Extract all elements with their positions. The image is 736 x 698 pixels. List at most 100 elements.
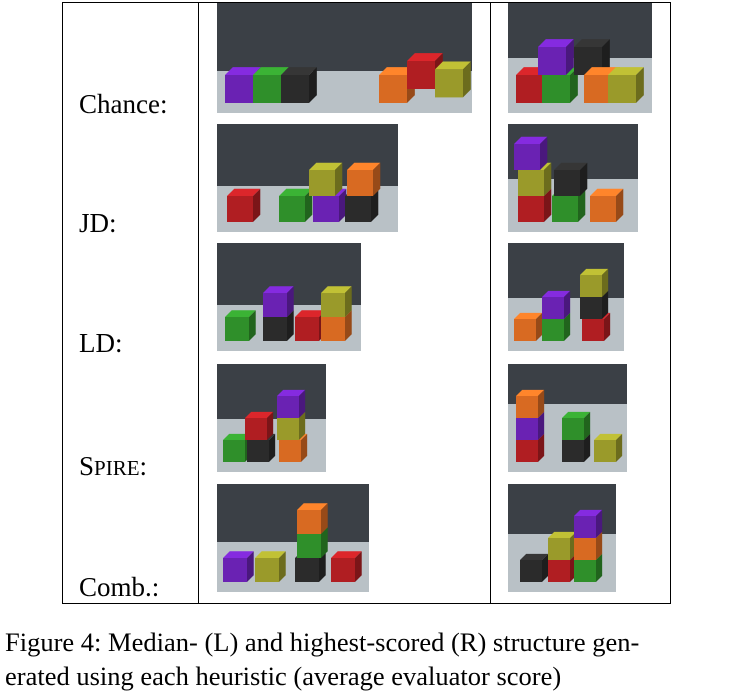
cube-side	[636, 67, 644, 103]
column-divider-right	[490, 3, 491, 603]
cube-front	[516, 440, 538, 462]
spire-median-image	[217, 364, 326, 472]
cube-top	[580, 268, 609, 275]
spire-highest-image	[508, 364, 627, 472]
cube-front	[331, 558, 355, 582]
comb-highest-svg	[508, 484, 616, 592]
cube-side	[544, 188, 552, 222]
cube-0	[520, 553, 549, 582]
cube-side	[373, 162, 381, 196]
cube-5	[331, 551, 362, 582]
cube-side	[321, 527, 328, 558]
cube-side	[279, 551, 286, 582]
cube-5	[580, 268, 609, 297]
cube-top	[538, 39, 574, 47]
cube-front	[277, 418, 299, 440]
cube-side	[335, 162, 343, 196]
cube-side	[345, 286, 352, 317]
cube-side	[580, 162, 588, 196]
cube-top	[263, 286, 294, 293]
row-label-comb: Comb.:	[79, 572, 160, 602]
cube-0	[514, 312, 543, 341]
cube-front	[562, 440, 584, 462]
ld-median-svg	[217, 243, 361, 351]
cube-5	[594, 433, 623, 462]
row-label-spire-colon: :	[139, 451, 148, 481]
comb-median-svg	[217, 484, 369, 592]
cube-top	[608, 67, 644, 75]
cube-front	[379, 75, 407, 103]
cube-top	[520, 553, 549, 560]
cube-top	[297, 503, 328, 510]
figure-caption: Figure 4: Median- (L) and highest-scored…	[5, 625, 733, 693]
cube-2	[281, 67, 317, 103]
cube-top	[223, 433, 252, 440]
cube-front	[542, 297, 564, 319]
cube-top	[321, 286, 352, 293]
cube-top	[379, 67, 415, 75]
cube-1	[255, 551, 286, 582]
comb-median-image	[217, 484, 369, 592]
cube-3	[309, 162, 343, 196]
cube-0	[223, 551, 254, 582]
cube-top	[295, 310, 326, 317]
chance-median-image	[217, 3, 472, 113]
cube-front	[225, 317, 249, 341]
cube-top	[554, 162, 588, 170]
cube-2	[542, 290, 571, 319]
comb-highest-image	[508, 484, 616, 592]
spire-median-svg	[217, 364, 326, 472]
cube-front	[321, 317, 345, 341]
cube-front	[223, 440, 245, 462]
cube-front	[542, 319, 564, 341]
cube-side	[536, 312, 543, 341]
cube-top	[516, 389, 545, 396]
cube-front	[538, 47, 566, 75]
figure-table: Chance: JD: LD: SPIRE: Comb.:	[62, 2, 671, 604]
cube-side	[584, 411, 591, 440]
cube-4	[297, 503, 328, 534]
cube-front	[514, 319, 536, 341]
cube-4	[562, 411, 591, 440]
cube-top	[514, 312, 543, 319]
cube-front	[297, 510, 321, 534]
cube-side	[301, 433, 308, 462]
ld-highest-image	[508, 243, 624, 351]
cube-front	[435, 69, 463, 98]
cube-front	[279, 440, 301, 462]
cube-front	[263, 317, 287, 341]
cube-front	[542, 75, 570, 103]
cube-side	[355, 551, 362, 582]
cube-front	[321, 293, 345, 317]
cube-front	[345, 196, 371, 222]
cube-front	[516, 396, 538, 418]
cube-side	[249, 310, 256, 341]
cube-side	[584, 433, 591, 462]
cube-front	[580, 275, 602, 297]
cube-side	[299, 389, 306, 418]
cube-front	[277, 396, 299, 418]
cube-side	[287, 310, 294, 341]
cube-front	[514, 144, 540, 170]
cube-side	[247, 551, 254, 582]
cube-front	[407, 61, 435, 89]
cube-side	[596, 553, 603, 582]
cube-5	[608, 67, 644, 103]
cube-side	[570, 67, 578, 103]
cube-side	[544, 162, 552, 196]
cube-5	[590, 188, 624, 222]
cube-side	[299, 411, 306, 440]
jd-highest-image	[508, 124, 638, 232]
cube-2	[263, 286, 294, 317]
cube-front	[574, 538, 596, 560]
cube-0	[225, 310, 256, 341]
cube-front	[227, 196, 253, 222]
cube-2	[516, 389, 545, 418]
cube-front	[281, 75, 309, 103]
cube-side	[287, 286, 294, 317]
cube-front	[594, 440, 616, 462]
cube-side	[540, 136, 548, 170]
cube-front	[295, 317, 319, 341]
column-divider-left	[198, 3, 199, 603]
cube-front	[582, 319, 604, 341]
